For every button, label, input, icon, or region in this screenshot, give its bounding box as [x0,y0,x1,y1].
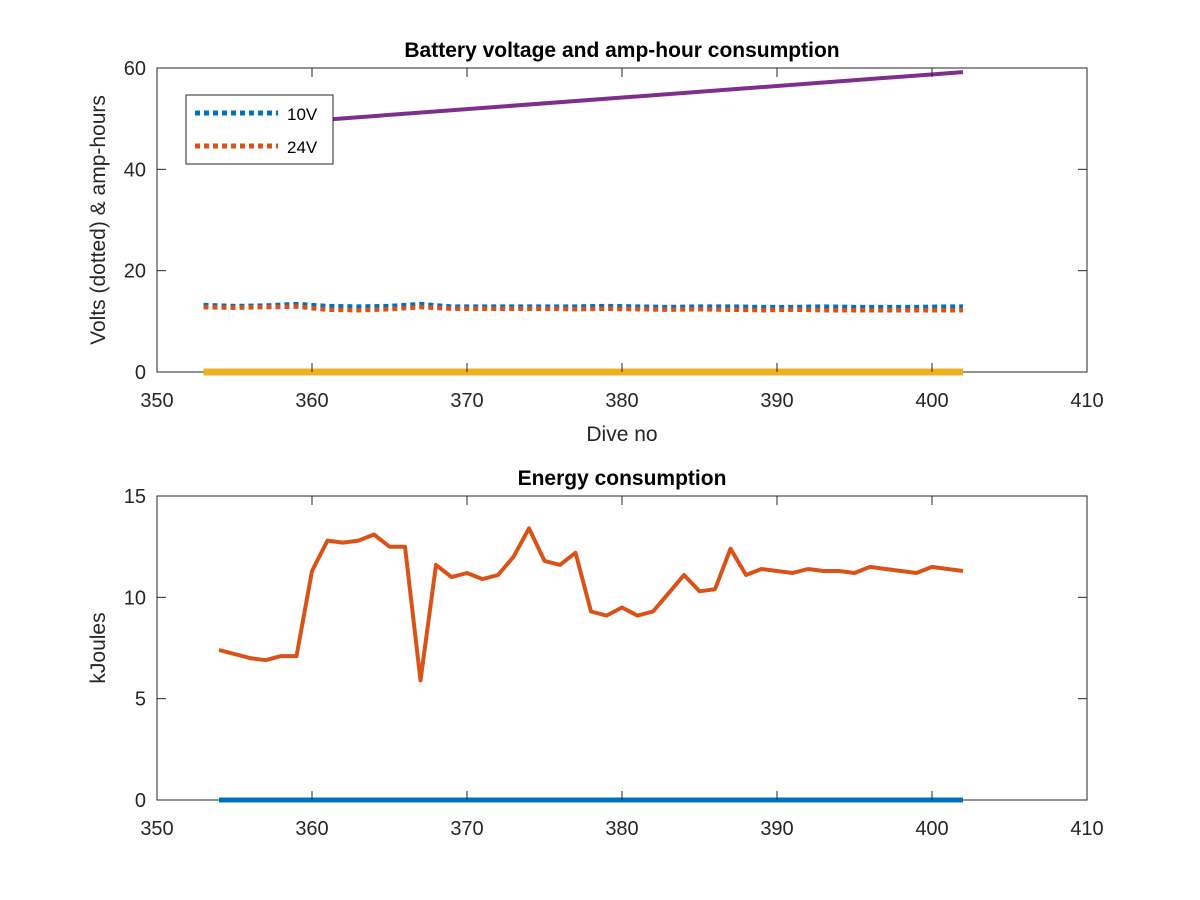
legend-label-10v: 10V [287,105,318,124]
y-tick-label: 10 [124,587,146,609]
y-tick-label: 15 [124,486,146,508]
voltage-chart-title: Battery voltage and amp-hour consumption [404,39,839,62]
energy-axis-ticks: 350 360 370 380 390 400 410 0 5 10 15 [124,486,1104,840]
x-tick-label: 360 [295,390,328,412]
voltage-x-axis-label: Dive no [586,423,657,446]
energy-kjoules-line [218,526,964,683]
energy-y-axis-label: kJoules [87,612,110,683]
x-tick-label: 400 [915,390,948,412]
x-tick-label: 400 [915,818,948,840]
y-tick-label: 5 [135,689,146,711]
voltage-10v-line [203,301,963,310]
voltage-24v-line [203,304,963,313]
energy-series-group [218,526,964,803]
energy-plot-area [156,495,1088,801]
x-tick-label: 350 [140,390,173,412]
energy-chart: 350 360 370 380 390 400 410 0 5 10 15 Energy consu… [87,467,1104,840]
y-tick-label: 20 [124,261,146,283]
legend-label-24v: 24V [287,138,318,157]
x-tick-label: 390 [760,390,793,412]
x-tick-label: 410 [1070,818,1103,840]
x-tick-label: 410 [1070,390,1103,412]
energy-chart-title: Energy consumption [518,467,727,490]
x-tick-label: 370 [450,390,483,412]
y-tick-label: 0 [135,362,146,384]
y-tick-label: 60 [124,58,146,80]
voltage-chart: 350 360 370 380 390 400 410 0 20 40 60 Battery vol… [87,39,1104,446]
y-tick-label: 40 [124,159,146,181]
x-tick-label: 380 [605,390,638,412]
x-tick-label: 390 [760,818,793,840]
x-tick-label: 370 [450,818,483,840]
x-tick-label: 380 [605,818,638,840]
legend-box [185,94,334,165]
voltage-legend: 10V 24V [185,94,334,165]
voltage-axis-ticks: 350 360 370 380 390 400 410 0 20 40 60 [124,58,1104,412]
x-tick-label: 360 [295,818,328,840]
y-tick-label: 0 [135,790,146,812]
voltage-y-axis-label: Volts (dotted) & amp-hours [87,95,110,345]
x-tick-label: 350 [140,818,173,840]
